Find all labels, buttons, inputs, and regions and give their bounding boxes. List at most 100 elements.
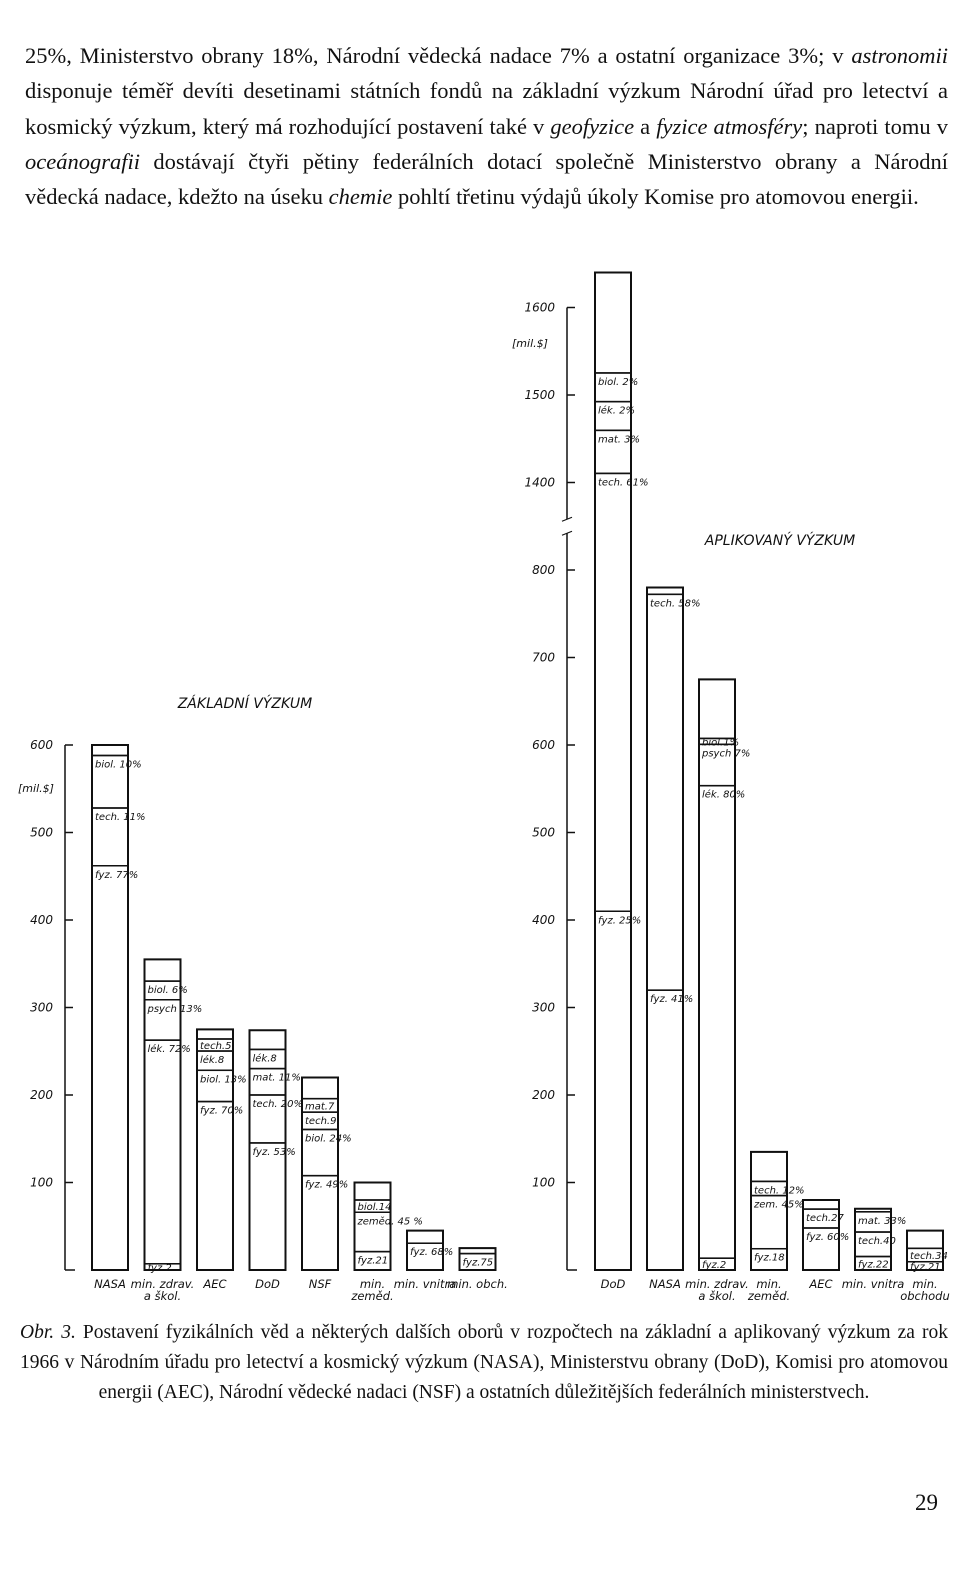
- x-tick-label: min. obch.: [447, 1277, 508, 1291]
- page-number: 29: [915, 1490, 938, 1515]
- segment-label: fyz. 60%: [806, 1232, 849, 1243]
- text-run: astronomii: [851, 43, 948, 68]
- y-tick-label: 300: [30, 1001, 53, 1015]
- axis-break: [561, 530, 573, 536]
- bar-segment: [698, 678, 736, 740]
- y-tick-label: 500: [532, 826, 555, 840]
- x-tick-label: DoD: [255, 1277, 280, 1291]
- bar-segment: [646, 586, 684, 596]
- segment-label: lék.8: [253, 1052, 277, 1064]
- segment-label: fyz. 70%: [200, 1106, 243, 1117]
- segment-label: mat.7: [305, 1101, 335, 1112]
- segment-label: tech. 12%: [754, 1185, 805, 1196]
- segment-label: lék.8: [200, 1054, 224, 1066]
- segment-label: tech. 20%: [253, 1099, 304, 1110]
- text-run: a: [634, 113, 657, 139]
- text-run: fyzice atmosféry: [656, 113, 803, 139]
- segment-label: fyz. 53%: [253, 1147, 296, 1158]
- axis-break: [561, 516, 573, 522]
- segment-label: fyz. 41%: [650, 994, 693, 1005]
- bar: [91, 744, 129, 1271]
- segment-label: lék. 2%: [598, 405, 635, 417]
- segment-label: fyz. 25%: [598, 915, 641, 926]
- segment-label: biol.14: [358, 1202, 392, 1213]
- x-tick-label: NSF: [308, 1277, 332, 1291]
- y-tick-label: 400: [30, 913, 53, 927]
- bar-segment: [906, 1229, 944, 1250]
- segment-label: zeměd. 45 %: [357, 1215, 423, 1227]
- y-tick-label: 500: [30, 826, 53, 840]
- segment-label: zem. 45%: [753, 1200, 804, 1211]
- x-tick-label: AEC: [809, 1277, 833, 1291]
- segment-label: fyz.2: [148, 1263, 172, 1274]
- y-tick-label: 800: [532, 563, 555, 577]
- y-tick-label: 1400: [524, 476, 555, 490]
- bar-segment: [91, 744, 129, 757]
- x-tick-label: AEC: [203, 1277, 227, 1291]
- bar-segment: [301, 1076, 339, 1100]
- bar-segment: [802, 1199, 840, 1210]
- bar-segment: [594, 271, 632, 374]
- bar: [196, 1028, 234, 1271]
- text-run: ; naproti tomu v: [802, 113, 948, 139]
- bar-segment: [353, 1181, 392, 1201]
- y-tick-label: 1600: [524, 301, 555, 315]
- y-tick-label: 100: [532, 1176, 555, 1190]
- segment-label: fyz.75: [463, 1258, 494, 1269]
- x-tick-label: min. zeměd.: [351, 1277, 394, 1303]
- y-tick-label: 600: [30, 738, 53, 752]
- segment-label: biol. 24%: [305, 1133, 352, 1144]
- segment-label: tech.27: [806, 1213, 844, 1224]
- x-tick-label: min. obchodu: [900, 1277, 950, 1303]
- segment-label: biol. 6%: [148, 985, 188, 996]
- y-tick-label: 1500: [524, 388, 555, 402]
- text-run: 25%, Ministerstvo obrany 18%, Národní vě…: [25, 43, 852, 68]
- segment-label: biol.1%: [702, 737, 739, 748]
- y-unit: [mil.$]: [18, 782, 54, 795]
- segment-label: fyz. 68%: [410, 1247, 453, 1258]
- bar-segment: [196, 1028, 234, 1040]
- segment-label: tech.40: [858, 1236, 896, 1247]
- segment-label: lék. 72%: [148, 1043, 191, 1055]
- segment-label: psych 7%: [701, 748, 750, 759]
- bar: [594, 271, 632, 1271]
- paragraph: 25%, Ministerstvo obrany 18%, Národní vě…: [25, 38, 948, 214]
- segment-label: fyz.18: [754, 1253, 785, 1264]
- segment-label: tech.5: [200, 1041, 231, 1052]
- segment-label: fyz. 77%: [95, 870, 138, 881]
- y-tick-label: 600: [532, 738, 555, 752]
- segment-label: tech. 11%: [95, 812, 146, 823]
- segment-label: tech.9: [305, 1116, 336, 1127]
- y-unit: [mil.$]: [512, 337, 548, 350]
- text-run: chemie: [328, 184, 393, 210]
- text-run: pohltí třetinu výdajů úkoly Komise pro a…: [392, 184, 919, 210]
- bar-segment: [248, 1029, 287, 1051]
- segment-label: tech.34: [910, 1251, 948, 1262]
- text-run: Obr. 3.: [20, 1322, 76, 1343]
- y-tick-label: 400: [532, 913, 555, 927]
- x-tick-label: NASA: [649, 1277, 681, 1291]
- segment-label: biol. 2%: [598, 377, 638, 388]
- y-tick-label: 100: [30, 1176, 53, 1190]
- caption: Obr. 3. Postavení fyzikálních věd a někt…: [20, 1318, 948, 1408]
- segment-label: fyz.21: [358, 1256, 389, 1267]
- y-tick-label: 200: [532, 1088, 555, 1102]
- segment-label: tech. 58%: [650, 598, 701, 609]
- text-run: oceánografii: [25, 148, 140, 174]
- x-tick-label: min. zdrav. a škol.: [685, 1277, 749, 1303]
- bar-segment: [750, 1151, 788, 1183]
- segment-label: mat. 11%: [253, 1073, 301, 1084]
- bar-segment: [406, 1229, 444, 1244]
- text-run: dostávají čtyři pětiny federálních dotac…: [25, 148, 948, 210]
- x-tick-label: min. vnitra: [393, 1277, 457, 1291]
- segment-label: biol. 10%: [95, 760, 142, 771]
- y-tick-label: 300: [532, 1001, 555, 1015]
- segment-label: biol. 13%: [200, 1074, 247, 1085]
- x-tick-label: DoD: [600, 1277, 626, 1291]
- segment-label: psych 13%: [147, 1004, 203, 1015]
- segment-label: mat. 3%: [598, 434, 640, 445]
- text-run: geofyzice: [550, 113, 635, 139]
- segment-label: fyz.2: [702, 1260, 726, 1271]
- segment-label: fyz.22: [858, 1259, 889, 1270]
- bar-segment: [143, 958, 182, 982]
